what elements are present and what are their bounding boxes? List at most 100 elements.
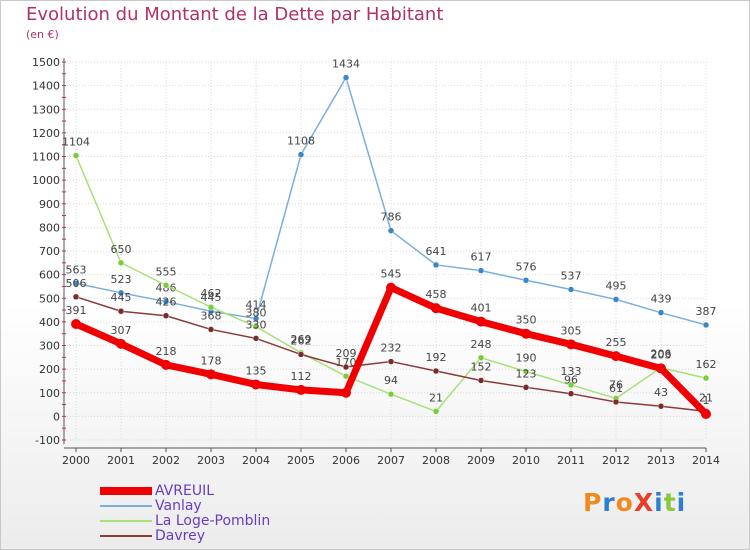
logo-letter: i (654, 488, 664, 517)
x-tick-label: 2006 (332, 454, 360, 467)
data-label-avreuil: 218 (156, 345, 177, 358)
data-label-davrey: 368 (201, 309, 222, 322)
logo-letter: r (602, 488, 616, 517)
data-point-la-loge-pomblin (207, 303, 215, 311)
data-label-avreuil: 545 (381, 268, 402, 281)
y-tick-label: 1200 (32, 127, 60, 140)
data-label-vanlay: 439 (651, 293, 672, 306)
data-label-vanlay: 1108 (287, 135, 315, 148)
data-label-avreuil: 135 (246, 364, 267, 377)
data-point-la-loge-pomblin (252, 323, 260, 330)
logo-letter: i (676, 488, 687, 517)
y-tick-label: 800 (39, 221, 60, 234)
data-point-vanlay (612, 296, 620, 303)
data-point-la-loge-pomblin (342, 372, 350, 380)
logo-letter: t (663, 488, 677, 517)
chart-title: Evolution du Montant de la Dette par Hab… (26, 4, 444, 25)
logo-letter: P (583, 488, 603, 517)
legend-label: Davrey (155, 528, 205, 544)
data-label-avreuil: 458 (426, 288, 447, 301)
data-point-avreuil (566, 339, 576, 350)
data-label-avreuil: 178 (201, 354, 222, 367)
data-point-davrey (432, 367, 440, 375)
data-point-la-loge-pomblin (702, 374, 710, 382)
data-label-davrey: 262 (291, 334, 312, 347)
data-point-avreuil (116, 338, 126, 349)
data-point-davrey (522, 384, 530, 391)
data-point-la-loge-pomblin (72, 152, 80, 159)
data-point-avreuil (296, 384, 306, 395)
data-point-avreuil (341, 387, 351, 398)
data-point-davrey (387, 358, 395, 365)
data-label-avreuil: 350 (516, 314, 537, 327)
data-label-davrey: 152 (471, 360, 492, 373)
data-point-vanlay (477, 267, 485, 274)
y-tick-label: 300 (39, 340, 60, 353)
y-tick-label: 1500 (32, 56, 60, 69)
legend-label: Vanlay (155, 498, 202, 514)
y-tick-label: 1300 (32, 103, 60, 116)
legend-swatch (100, 520, 152, 522)
data-label-vanlay: 641 (426, 245, 447, 258)
proxiti-logo: ProXiti (583, 488, 686, 517)
data-label-davrey: 192 (426, 351, 447, 364)
data-point-davrey (207, 326, 215, 333)
data-label-vanlay: 537 (561, 270, 582, 283)
data-point-avreuil (701, 409, 711, 420)
x-tick-label: 2010 (512, 454, 540, 467)
data-point-vanlay (252, 315, 260, 322)
data-label-davrey: 96 (564, 374, 578, 387)
data-label-vanlay: 1434 (332, 58, 360, 71)
data-point-davrey (657, 402, 665, 410)
x-tick-label: 2008 (422, 454, 450, 467)
legend-item: La Loge-Pomblin (100, 513, 400, 529)
data-point-avreuil (656, 363, 666, 374)
data-point-vanlay (567, 286, 575, 293)
data-point-avreuil (251, 379, 261, 390)
y-tick-label: 1000 (32, 174, 60, 187)
y-tick-label: 500 (39, 292, 60, 305)
y-tick-label: 900 (39, 198, 60, 211)
data-label-davrey: 209 (336, 347, 357, 360)
x-tick-label: 2002 (152, 454, 180, 467)
x-tick-label: 2000 (62, 454, 90, 467)
data-label-davrey: 426 (156, 296, 177, 309)
y-tick-label: 400 (39, 316, 60, 329)
data-point-avreuil (206, 369, 216, 380)
data-point-la-loge-pomblin (117, 259, 125, 267)
legend-item: Vanlay (100, 498, 400, 514)
legend-item: AVREUIL (100, 483, 400, 499)
data-label-la-loge-pomblin: 1104 (62, 136, 90, 149)
y-tick-label: 200 (39, 363, 60, 376)
data-label-la-loge-pomblin: 380 (246, 307, 267, 320)
data-label-avreuil: 305 (561, 324, 582, 337)
logo-letter: o (615, 488, 634, 517)
legend-swatch (100, 487, 152, 495)
data-label-vanlay: 617 (471, 251, 492, 264)
data-label-avreuil: 391 (66, 304, 87, 317)
data-point-davrey (612, 398, 620, 406)
x-tick-label: 2004 (242, 454, 270, 467)
y-tick-label: 600 (39, 269, 60, 282)
data-point-avreuil (476, 316, 486, 327)
data-point-davrey (252, 335, 260, 342)
legend: AVREUIL Vanlay La Loge-Pomblin Davrey (100, 483, 400, 544)
x-tick-label: 2005 (287, 454, 315, 467)
data-label-avreuil: 1 (703, 394, 710, 407)
data-point-davrey (162, 312, 170, 319)
data-label-davrey: 61 (609, 382, 623, 395)
data-point-vanlay (72, 280, 80, 287)
data-label-vanlay: 445 (201, 291, 222, 304)
data-point-la-loge-pomblin (432, 408, 440, 415)
data-point-davrey (117, 307, 125, 315)
data-point-vanlay (522, 277, 530, 284)
data-label-la-loge-pomblin: 21 (429, 391, 443, 404)
data-label-la-loge-pomblin: 133 (561, 365, 582, 378)
data-label-avreuil: 112 (291, 370, 312, 383)
data-point-avreuil (521, 328, 531, 339)
data-point-davrey (297, 351, 305, 358)
x-tick-label: 2012 (602, 454, 630, 467)
y-tick-label: -100 (35, 434, 60, 447)
data-label-davrey: 43 (654, 386, 668, 399)
